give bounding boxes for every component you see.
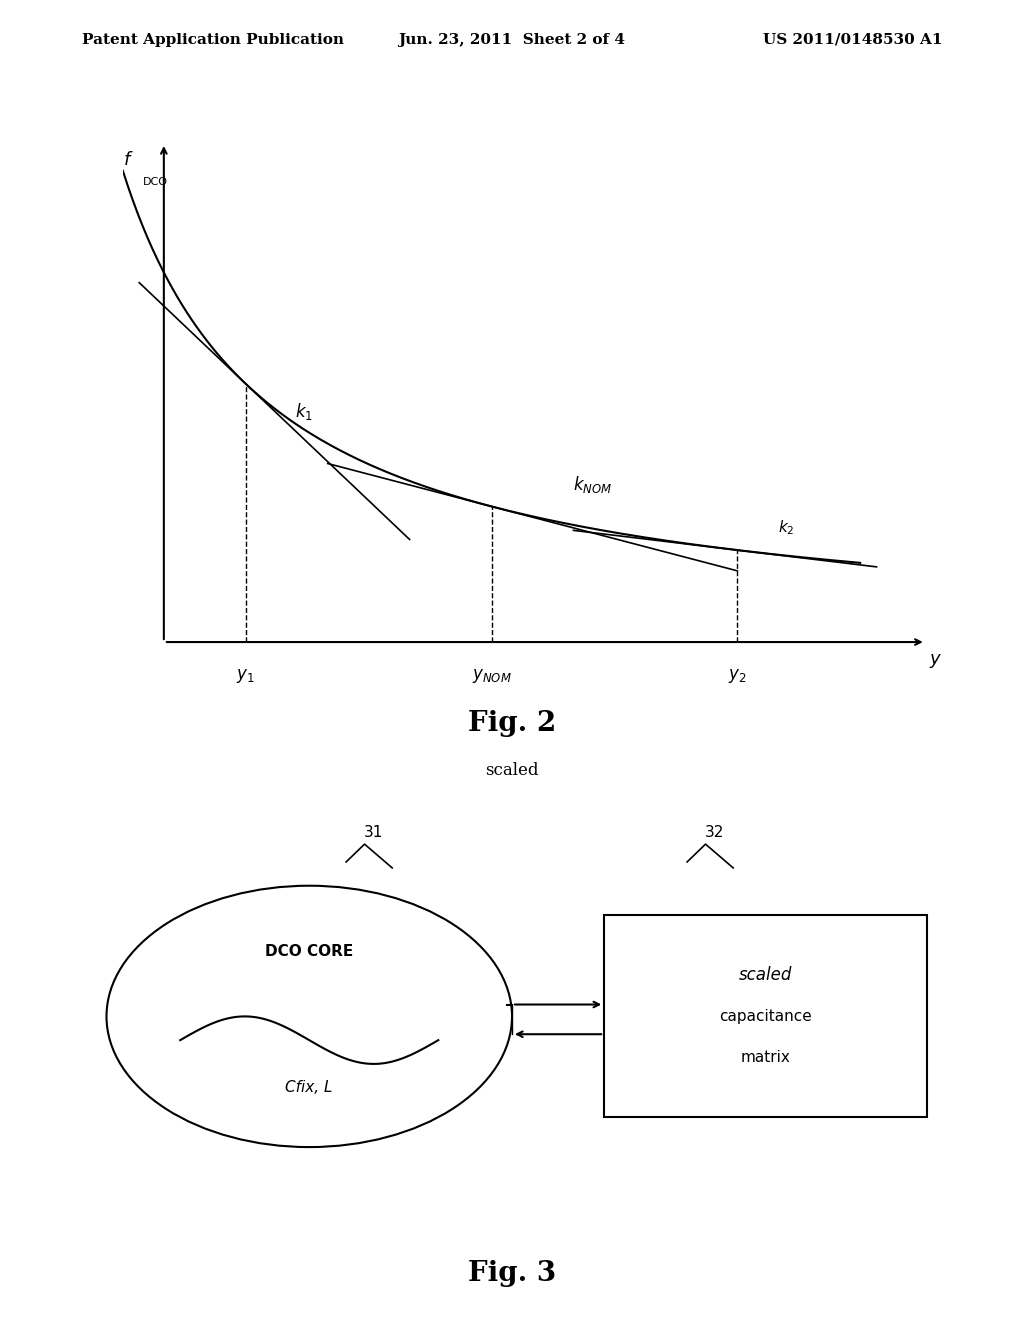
Text: $k_{NOM}$: $k_{NOM}$ bbox=[573, 474, 612, 495]
Text: Jun. 23, 2011  Sheet 2 of 4: Jun. 23, 2011 Sheet 2 of 4 bbox=[398, 33, 626, 46]
Text: $k_1$: $k_1$ bbox=[295, 401, 313, 422]
Text: $y_{NOM}$: $y_{NOM}$ bbox=[472, 667, 511, 685]
Text: 31: 31 bbox=[365, 825, 383, 840]
Text: scaled: scaled bbox=[738, 966, 793, 983]
Text: $f$: $f$ bbox=[123, 150, 133, 169]
Text: $y_2$: $y_2$ bbox=[728, 667, 746, 685]
Text: DCO: DCO bbox=[143, 177, 168, 187]
Text: y: y bbox=[930, 649, 940, 668]
Text: DCO CORE: DCO CORE bbox=[265, 944, 353, 958]
Text: Patent Application Publication: Patent Application Publication bbox=[82, 33, 344, 46]
Text: matrix: matrix bbox=[740, 1051, 791, 1065]
Text: $k_2$: $k_2$ bbox=[778, 519, 795, 537]
Text: Fig. 3: Fig. 3 bbox=[468, 1261, 556, 1287]
Text: US 2011/0148530 A1: US 2011/0148530 A1 bbox=[763, 33, 942, 46]
Text: scaled: scaled bbox=[485, 763, 539, 779]
Text: $y_1$: $y_1$ bbox=[237, 667, 255, 685]
Text: Cfix, L: Cfix, L bbox=[286, 1080, 333, 1096]
Text: Fig. 2: Fig. 2 bbox=[468, 710, 556, 737]
Text: 32: 32 bbox=[706, 825, 724, 840]
Text: capacitance: capacitance bbox=[719, 1008, 812, 1024]
